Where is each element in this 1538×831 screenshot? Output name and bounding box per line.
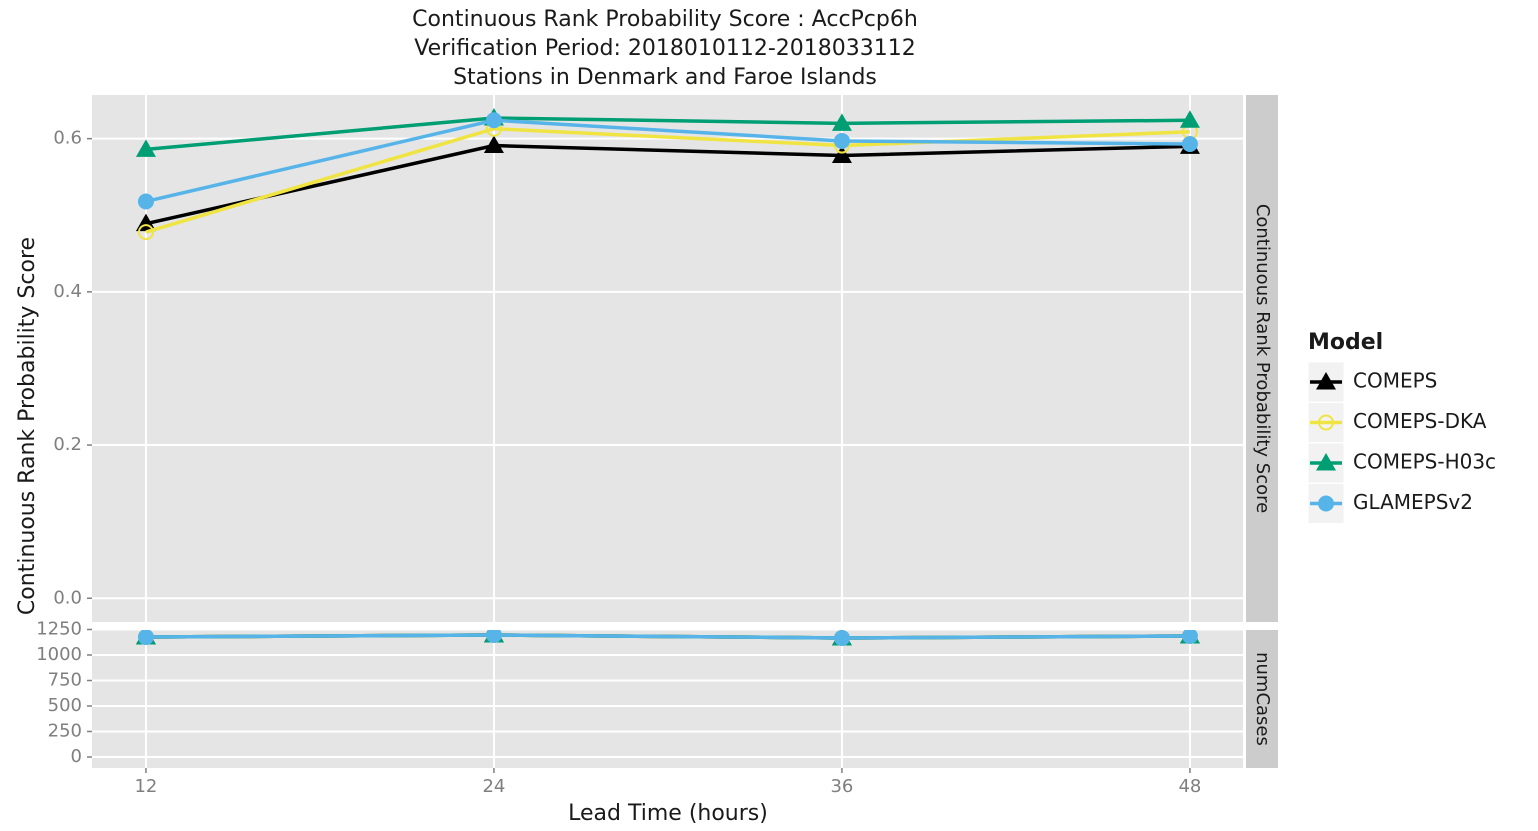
marker (1318, 495, 1334, 512)
legend-label: COMEPS (1353, 369, 1437, 393)
y-tick-label: 500 (48, 695, 82, 716)
marker (1316, 453, 1336, 471)
series-line (145, 118, 1190, 204)
y-tick-label: 0.6 (53, 128, 82, 149)
marker (833, 132, 850, 149)
x-tick-label: 24 (482, 776, 505, 797)
facet-label: numCases (1252, 652, 1273, 746)
marker (1181, 630, 1198, 645)
series-line (145, 143, 1190, 226)
marker (1179, 110, 1200, 128)
y-tick-label: 1000 (36, 644, 82, 665)
marker (1181, 136, 1198, 153)
plot-area (135, 630, 1200, 646)
y-tick-label: 250 (48, 720, 82, 741)
y-axis-label: Continuous Rank Probability Score (15, 237, 40, 615)
marker (831, 113, 852, 131)
series-line (145, 126, 1190, 234)
chart-title: Continuous Rank Probability Score : AccP… (412, 7, 918, 32)
chart-subtitle: Verification Period: 2018010112-20180331… (414, 36, 916, 61)
marker (483, 135, 504, 154)
y-tick-label: 750 (48, 669, 82, 690)
y-tick-label: 0.0 (53, 587, 82, 608)
panel-background (92, 95, 1243, 622)
facet-label: Continuous Rank Probability Score (1252, 204, 1273, 513)
legend-label: COMEPS-DKA (1353, 409, 1487, 433)
series-line (145, 633, 1190, 640)
legend-label: GLAMEPSv2 (1353, 490, 1473, 514)
marker (485, 112, 502, 129)
chart-subtitle: Stations in Denmark and Faroe Islands (453, 65, 877, 90)
y-tick-label: 0 (71, 746, 82, 767)
x-tick-label: 48 (1178, 776, 1201, 797)
x-tick-label: 36 (830, 776, 853, 797)
marker (833, 630, 850, 646)
marker (1318, 414, 1334, 431)
marker (485, 630, 502, 643)
marker (137, 193, 154, 210)
marker (831, 145, 852, 164)
legend-label: COMEPS-H03c (1353, 450, 1496, 474)
marker (135, 139, 156, 157)
facet-strip (1246, 95, 1278, 622)
y-tick-label: 0.4 (53, 281, 82, 302)
marker (1316, 372, 1336, 390)
marker (137, 224, 154, 241)
facet-strip (1246, 630, 1278, 768)
x-axis-label: Lead Time (hours) (568, 801, 768, 826)
series-line (145, 116, 1190, 152)
marker (137, 630, 154, 646)
y-tick-label: 0.2 (53, 434, 82, 455)
legend-title: Model (1308, 330, 1383, 355)
x-tick-label: 12 (134, 776, 157, 797)
y-tick-label: 1250 (36, 618, 82, 639)
plot-area (135, 107, 1200, 241)
panel-background (92, 630, 1243, 768)
